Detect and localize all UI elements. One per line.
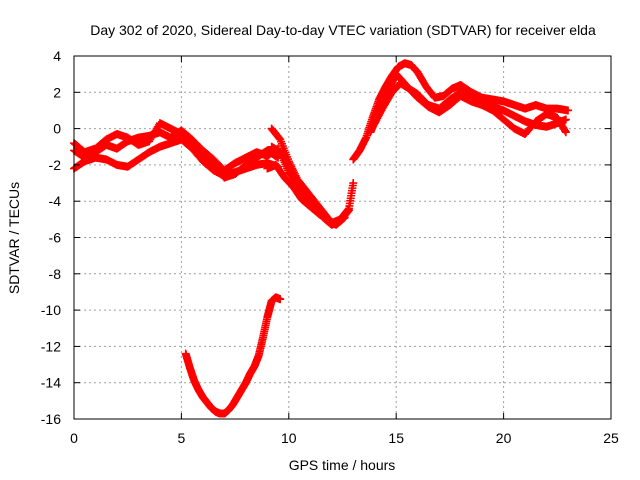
series-track-10 <box>370 79 570 139</box>
y-tick-label: -8 <box>49 266 62 282</box>
chart-title: Day 302 of 2020, Sidereal Day-to-day VTE… <box>90 22 596 38</box>
y-tick-label: -6 <box>49 230 62 246</box>
y-axis-label: SDTVAR / TECUs <box>6 182 22 294</box>
y-tick-label: -14 <box>41 375 61 391</box>
y-tick-label: -16 <box>41 411 61 427</box>
data-points <box>70 59 573 418</box>
x-tick-label: 0 <box>70 430 78 446</box>
x-tick-label: 20 <box>496 430 512 446</box>
data-point-markers <box>263 160 349 229</box>
x-tick-label: 25 <box>603 430 619 446</box>
series-track-6 <box>263 160 349 229</box>
data-point-markers <box>370 79 570 139</box>
x-tick-label: 5 <box>178 430 186 446</box>
y-tick-label: 4 <box>53 48 61 64</box>
series-track-7 <box>181 293 285 418</box>
y-tick-label: -12 <box>41 338 61 354</box>
x-axis-label: GPS time / hours <box>289 457 396 473</box>
data-point-markers <box>181 293 285 418</box>
x-tick-label: 10 <box>281 430 297 446</box>
y-tick-label: -10 <box>41 302 61 318</box>
y-tick-label: 0 <box>53 121 61 137</box>
x-tick-label: 15 <box>388 430 404 446</box>
y-tick-label: 2 <box>53 84 61 100</box>
y-tick-label: -2 <box>49 157 62 173</box>
y-tick-label: -4 <box>49 193 62 209</box>
axis-ticks: 0 5 10 15 20 25 -16 -14 -12 -10 -8 -6 -4 -2 0 2 4 <box>41 48 619 446</box>
